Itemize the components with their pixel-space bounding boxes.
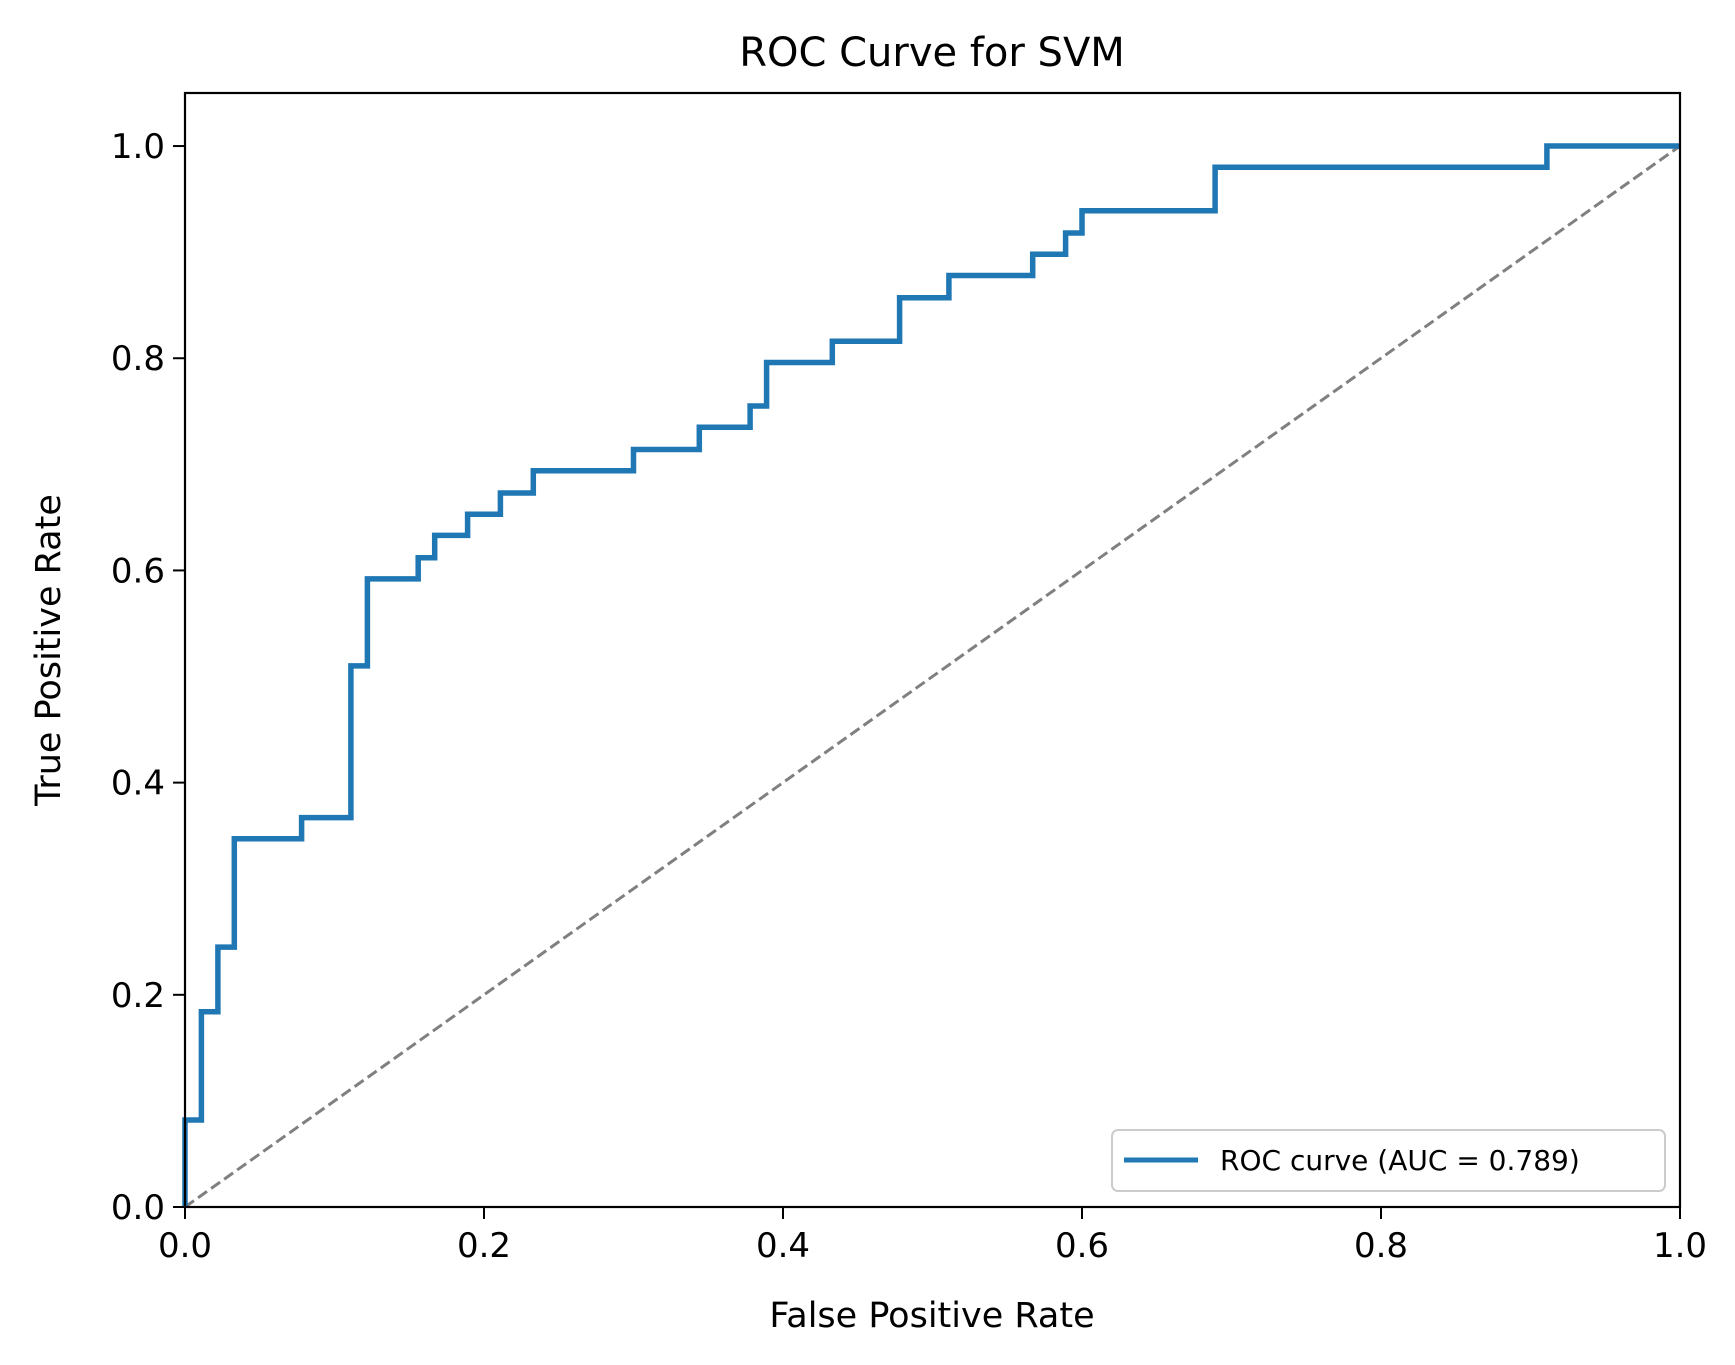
x-axis-label: False Positive Rate [769, 1296, 1094, 1336]
chance-diagonal-line [184, 144, 1681, 1209]
x-axis-ticks: 0.0 0.2 0.4 0.6 0.8 1.0 [158, 1207, 1707, 1266]
x-tick-label: 0.2 [457, 1226, 511, 1266]
legend: ROC curve (AUC = 0.789) [1111, 1129, 1666, 1192]
plot-background [185, 93, 1680, 1207]
y-axis-label: True Positive Rate [29, 494, 69, 807]
y-tick-label: 0.2 [111, 976, 165, 1016]
y-tick-label: 0.0 [111, 1188, 165, 1228]
y-tick-label: 0.8 [111, 339, 165, 379]
x-tick-label: 0.4 [756, 1226, 810, 1266]
roc-curve-line [182, 143, 1680, 1207]
x-tick-label: 0.8 [1354, 1226, 1408, 1266]
y-tick-label: 0.6 [111, 551, 165, 591]
y-axis-ticks: 0.0 0.2 0.4 0.6 0.8 1.0 [111, 127, 185, 1228]
plot-area [182, 91, 1682, 1209]
legend-label: ROC curve (AUC = 0.789) [1220, 1144, 1580, 1177]
x-tick-label: 0.0 [158, 1226, 212, 1266]
y-tick-label: 0.4 [111, 764, 165, 804]
y-tick-label: 1.0 [111, 127, 165, 167]
x-tick-label: 0.6 [1055, 1226, 1109, 1266]
chart-title: ROC Curve for SVM [739, 30, 1125, 76]
x-tick-label: 1.0 [1653, 1226, 1707, 1266]
axes-frame [183, 91, 1682, 1209]
legend-box [1111, 1129, 1666, 1192]
series-layer [182, 143, 1681, 1209]
